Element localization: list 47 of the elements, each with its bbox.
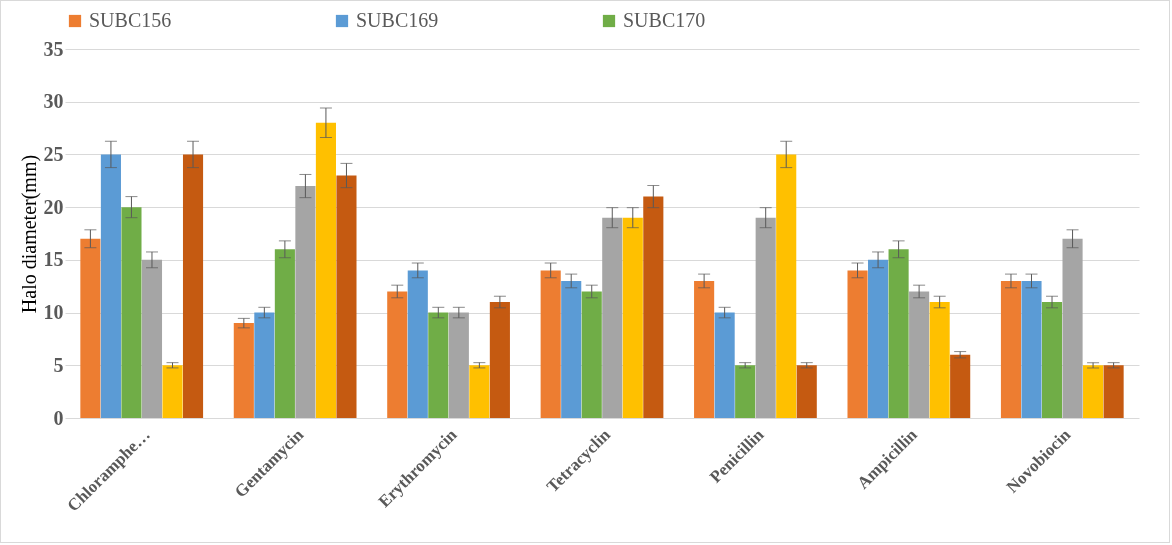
y-tick-label: 15 (43, 248, 64, 271)
bar (100, 154, 121, 418)
bar (336, 175, 357, 418)
bar (776, 154, 797, 418)
y-tick-label: 5 (53, 353, 64, 376)
bar (141, 259, 163, 418)
bar (1000, 280, 1022, 418)
bar (847, 270, 868, 418)
bar (602, 217, 623, 418)
bar (1041, 302, 1063, 418)
bar (489, 302, 510, 418)
legend-label: SUBC170 (623, 9, 706, 31)
y-tick-label: 35 (43, 37, 64, 60)
bar (274, 249, 295, 418)
y-tick-label: 10 (43, 301, 64, 324)
bar (295, 186, 316, 418)
bar (428, 312, 449, 418)
bar (1062, 238, 1083, 418)
bar (540, 270, 561, 418)
bar (622, 217, 643, 418)
y-tick-label: 20 (43, 195, 64, 218)
bar (643, 196, 664, 418)
bar (80, 238, 101, 418)
bar (561, 280, 582, 418)
bar (121, 207, 142, 418)
bar (182, 154, 204, 418)
y-tick-label: 25 (43, 142, 64, 165)
bar (315, 122, 336, 418)
bar (888, 249, 909, 418)
y-tick-label: 0 (53, 406, 64, 429)
bar (868, 259, 889, 418)
bar (694, 280, 715, 418)
bar (714, 312, 735, 418)
bar (929, 302, 950, 418)
bar (448, 312, 469, 418)
bar (581, 291, 602, 418)
bar (755, 217, 776, 418)
bar (1021, 280, 1042, 418)
bar (407, 270, 428, 418)
bar (387, 291, 408, 418)
bar (233, 323, 254, 418)
y-tick-label: 30 (43, 90, 64, 113)
legend-label: SUBC169 (356, 9, 439, 31)
bar (254, 312, 275, 418)
y-axis-title: Halo diameter(mm) (17, 154, 41, 314)
bar (909, 291, 930, 418)
legend-label: SUBC156 (89, 9, 172, 31)
